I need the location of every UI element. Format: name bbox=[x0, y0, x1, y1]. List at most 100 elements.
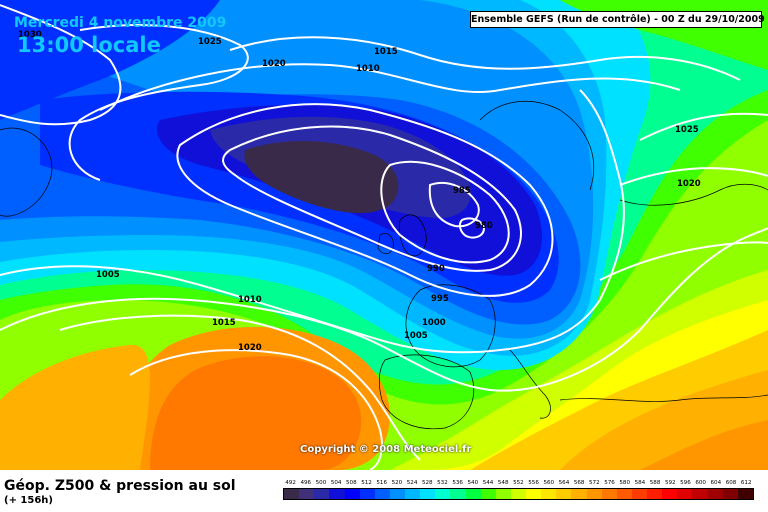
legend-value-516: 516 bbox=[376, 480, 388, 486]
legend-value-592: 592 bbox=[664, 480, 676, 486]
legend-value-labels: 492 496 500 504 508 512 516 520 524 528 532 536 540 5… bbox=[283, 479, 754, 488]
isobar-label-1005-south: 1005 bbox=[404, 331, 428, 341]
coast-mediterranean bbox=[559, 394, 768, 402]
coast-baltic bbox=[619, 183, 768, 206]
isobar-label-1030: 1030 bbox=[18, 30, 42, 40]
low-core bbox=[244, 140, 399, 214]
legend-swatch-516 bbox=[374, 489, 390, 499]
legend-value-600: 600 bbox=[695, 480, 706, 486]
legend-value-588: 588 bbox=[649, 480, 661, 486]
lead-time: (+ 156h) bbox=[4, 495, 53, 506]
legend-swatch-556 bbox=[526, 489, 542, 499]
isobar-990 bbox=[380, 160, 510, 264]
isobar-labels: 1030 1025 1020 1015 1010 985 980 990 995… bbox=[18, 30, 701, 353]
geopotential-field: 1030 1025 1020 1015 1010 985 980 990 995… bbox=[0, 0, 768, 470]
legend-value-512: 512 bbox=[361, 480, 372, 486]
legend-swatch-536 bbox=[450, 489, 466, 499]
legend-swatch-552 bbox=[510, 489, 526, 499]
legend-value-528: 528 bbox=[421, 480, 433, 486]
legend-swatch-532 bbox=[435, 489, 451, 499]
isobar-1010b bbox=[0, 227, 768, 392]
legend-value-568: 568 bbox=[573, 480, 585, 486]
isobar-label-1015-south: 1015 bbox=[212, 318, 236, 328]
isobar-label-1025: 1025 bbox=[198, 37, 222, 47]
legend-swatch-584 bbox=[631, 489, 647, 499]
isobar-1015 bbox=[229, 36, 741, 81]
isobar-1015c bbox=[599, 241, 768, 281]
legend-swatch-580 bbox=[616, 489, 632, 499]
legend-value-504: 504 bbox=[330, 480, 342, 486]
legend-value-544: 544 bbox=[482, 480, 494, 486]
model-run-info: Ensemble GEFS (Run de contrôle) - 00 Z d… bbox=[470, 11, 765, 28]
isobar-1025 bbox=[68, 24, 249, 181]
legend-value-560: 560 bbox=[543, 480, 555, 486]
forecast-date: Mercredi 4 novembre 2009 bbox=[14, 15, 227, 31]
legend-swatch-544 bbox=[480, 489, 496, 499]
isobar-985 bbox=[428, 182, 480, 228]
legend-swatch-564 bbox=[556, 489, 572, 499]
legend-value-604: 604 bbox=[710, 480, 722, 486]
legend-value-500: 500 bbox=[315, 480, 327, 486]
isobar-1030 bbox=[0, 4, 122, 126]
isobar-label-1020: 1020 bbox=[262, 59, 286, 69]
legend-value-536: 536 bbox=[452, 480, 463, 486]
copyright-notice: Copyright © 2008 Meteociel.fr bbox=[300, 444, 472, 455]
legend-swatch-520 bbox=[389, 489, 405, 499]
legend-swatch-504 bbox=[329, 489, 345, 499]
legend-value-520: 520 bbox=[391, 480, 403, 486]
legend-value-576: 576 bbox=[604, 480, 615, 486]
isobar-1020c bbox=[619, 167, 768, 186]
isobar-label-1020-south: 1020 bbox=[238, 343, 262, 353]
legend-value-584: 584 bbox=[634, 480, 646, 486]
isobar-label-985: 985 bbox=[453, 186, 471, 196]
legend-value-572: 572 bbox=[589, 480, 600, 486]
legend-swatch-596 bbox=[677, 489, 693, 499]
legend-swatch-492 bbox=[284, 489, 300, 499]
legend-value-540: 540 bbox=[467, 480, 479, 486]
legend-value-492: 492 bbox=[285, 480, 296, 486]
legend-swatch-548 bbox=[495, 489, 511, 499]
legend-swatch-560 bbox=[541, 489, 557, 499]
isobar-label-1010-south: 1010 bbox=[238, 295, 262, 305]
legend-swatch-604 bbox=[707, 489, 723, 499]
legend-swatch-568 bbox=[571, 489, 587, 499]
coast-scandinavia bbox=[479, 100, 594, 191]
legend-swatch-512 bbox=[359, 489, 375, 499]
legend-swatch-508 bbox=[344, 489, 360, 499]
legend-value-496: 496 bbox=[300, 480, 312, 486]
isobar-label-1005-west: 1005 bbox=[96, 270, 120, 280]
isobar-label-990: 990 bbox=[427, 264, 445, 274]
band-ridge-580 bbox=[150, 356, 362, 470]
isobar-label-1025-east: 1025 bbox=[675, 125, 699, 135]
coast-italy bbox=[509, 349, 551, 419]
legend-value-508: 508 bbox=[346, 480, 357, 486]
legend-swatch-540 bbox=[465, 489, 481, 499]
isobar-1000 bbox=[176, 103, 554, 297]
isobar-label-1000: 1000 bbox=[422, 318, 446, 328]
legend-swatch-528 bbox=[420, 489, 436, 499]
legend-swatch-600 bbox=[692, 489, 708, 499]
isobar-label-1020-east: 1020 bbox=[677, 179, 701, 189]
legend-value-556: 556 bbox=[528, 480, 539, 486]
legend-value-564: 564 bbox=[558, 480, 570, 486]
legend-value-580: 580 bbox=[619, 480, 631, 486]
legend-value-608: 608 bbox=[725, 480, 737, 486]
coast-iberia bbox=[378, 354, 475, 430]
coast-greenland bbox=[0, 127, 53, 217]
isobar-1010 bbox=[99, 63, 681, 111]
color-scale-legend: 492 496 500 504 508 512 516 520 524 528 532 536 540 5… bbox=[283, 479, 754, 501]
isobar-1015b bbox=[59, 314, 421, 461]
legend-value-552: 552 bbox=[513, 480, 524, 486]
legend-value-524: 524 bbox=[406, 480, 418, 486]
legend-swatch-572 bbox=[586, 489, 602, 499]
isobar-1025b bbox=[639, 112, 768, 141]
isobar-label-1010: 1010 bbox=[356, 64, 380, 74]
legend-swatch-524 bbox=[405, 489, 421, 499]
legend-value-612: 612 bbox=[740, 480, 752, 486]
isobar-995 bbox=[222, 125, 522, 272]
band-ridge-west bbox=[0, 344, 150, 470]
isobars bbox=[0, 4, 768, 470]
legend-swatch-612 bbox=[737, 489, 753, 499]
coastlines bbox=[0, 100, 768, 430]
